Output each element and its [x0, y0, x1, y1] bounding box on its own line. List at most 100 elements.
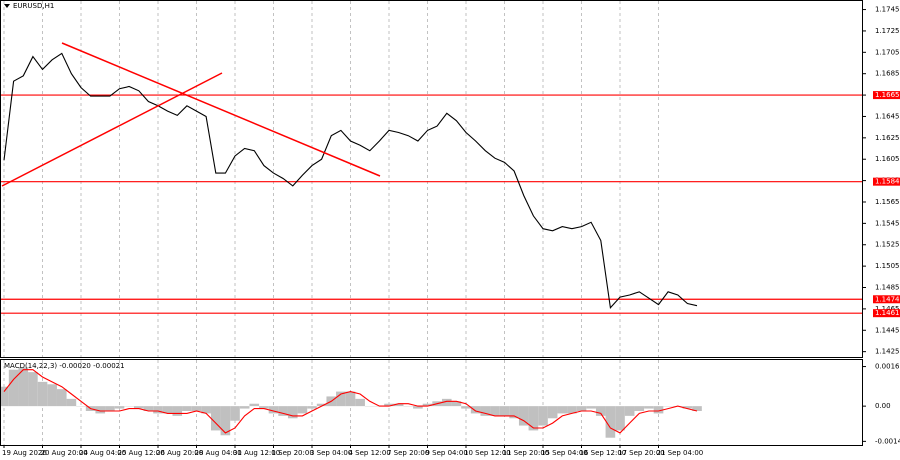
y-tick-label: 1.1605 [875, 155, 900, 163]
histogram-bar [47, 384, 57, 407]
level-label-box [873, 177, 900, 186]
x-tick-label: 4 Sep 12:00 [349, 449, 391, 457]
histogram-bar [470, 406, 481, 414]
histogram-bar [692, 406, 702, 411]
histogram-bar [249, 403, 260, 407]
y-tick-label: 1.1545 [875, 219, 900, 227]
x-tick-label: 15 Sep 04:00 [541, 449, 588, 457]
y-tick-label: 1.1505 [875, 262, 900, 270]
histogram-bar [172, 406, 183, 416]
macd-pane-frame [0, 359, 863, 446]
x-tick-label: 17 Sep 20:00 [618, 449, 665, 457]
y-tick-label: 1.1645 [875, 112, 900, 120]
histogram-bar [143, 406, 154, 411]
y-tick-label: 1.1625 [875, 134, 900, 142]
histogram-bar [384, 403, 394, 407]
x-tick-label: 9 Sep 04:00 [426, 449, 468, 457]
histogram-bar [528, 406, 539, 431]
y-tick-label: 1.1445 [875, 326, 900, 334]
histogram-bar [220, 406, 231, 436]
symbol-menu-icon [4, 4, 10, 8]
y-tick-label: -0.00145 [875, 437, 900, 445]
level-label: 1.1461 [875, 309, 900, 317]
histogram-bar [105, 406, 115, 411]
histogram-bar [210, 406, 221, 431]
level-label: 1.1584 [875, 178, 900, 186]
histogram-bar [0, 386, 9, 407]
histogram-bar [653, 406, 664, 414]
histogram-bar [316, 403, 327, 407]
histogram-bar [56, 389, 67, 407]
histogram-bar [451, 401, 462, 407]
y-tick-label: 1.1465 [875, 305, 900, 313]
x-tick-label: 28 Aug 04:00 [195, 449, 242, 457]
histogram-bar [201, 406, 211, 414]
histogram-bar [8, 369, 19, 407]
histogram-bar [644, 406, 654, 409]
histogram-bar [413, 406, 423, 409]
histogram-bar [18, 367, 29, 407]
y-tick-label: 1.1685 [875, 70, 900, 78]
x-tick-label: 26 Aug 20:00 [156, 449, 203, 457]
histogram-bar [191, 406, 202, 411]
level-label: 1.1474 [875, 295, 900, 303]
x-tick-label: 20 Aug 20:00 [41, 449, 88, 457]
histogram-bar [182, 406, 192, 411]
grid-layer [3, 1, 659, 445]
histogram-bar [307, 406, 317, 409]
histogram-bar [682, 406, 693, 409]
y-tick-label: 0.00 [875, 402, 891, 410]
y-tick-label: 1.1485 [875, 284, 900, 292]
signal-line [3, 369, 698, 434]
y-tick-label: 1.1525 [875, 241, 900, 249]
x-tick-label: 21 Sep 04:00 [657, 449, 704, 457]
histogram-bar [162, 406, 173, 414]
histogram-bar [37, 381, 48, 407]
histogram-bar [259, 406, 269, 409]
histogram-bar [547, 406, 558, 419]
x-tick-label: 19 Aug 2026 [2, 449, 47, 457]
histogram-bar [480, 406, 491, 416]
histogram-bar [605, 406, 616, 438]
main-pane-frame [0, 0, 863, 358]
x-tick-label: 31 Aug 12:00 [233, 449, 280, 457]
histogram-bar [230, 406, 240, 421]
histogram-bar [133, 406, 144, 409]
trendline [61, 42, 381, 177]
histogram-bar [518, 406, 529, 426]
histogram-bar [355, 398, 365, 407]
y-tick-label: 1.1565 [875, 198, 900, 206]
x-tick-label: 16 Sep 12:00 [580, 449, 627, 457]
histogram-bar [287, 406, 298, 419]
histogram-bar [586, 406, 596, 409]
histogram-bar [66, 398, 77, 407]
symbol-title: EURUSD,H1 [13, 2, 54, 10]
histogram-bar [393, 403, 404, 407]
plot-layer [0, 52, 862, 438]
price-line [3, 52, 698, 310]
histogram-bar [239, 406, 250, 409]
y-tick-label: 0.00163 [875, 363, 900, 371]
histogram-bar [28, 372, 38, 407]
histogram-bar [634, 406, 645, 411]
histogram-bar [268, 406, 279, 414]
histogram-bar [615, 406, 625, 431]
histogram-bar [278, 406, 288, 416]
y-tick-label: 1.1745 [875, 6, 900, 14]
x-tick-label: 3 Sep 04:00 [310, 449, 352, 457]
y-tick-label: 1.1725 [875, 27, 900, 35]
histogram-bar [114, 406, 125, 409]
histogram-bar [538, 406, 548, 426]
histogram-bar [422, 403, 433, 407]
histogram-bar [557, 406, 568, 414]
y-tick-label: 1.1425 [875, 348, 900, 356]
x-tick-label: 24 Aug 04:00 [79, 449, 126, 457]
trendline [1, 72, 223, 187]
histogram-bar [576, 406, 587, 411]
histogram-bar [595, 406, 606, 416]
histogram-bar [336, 391, 346, 407]
histogram-bar [441, 398, 452, 407]
